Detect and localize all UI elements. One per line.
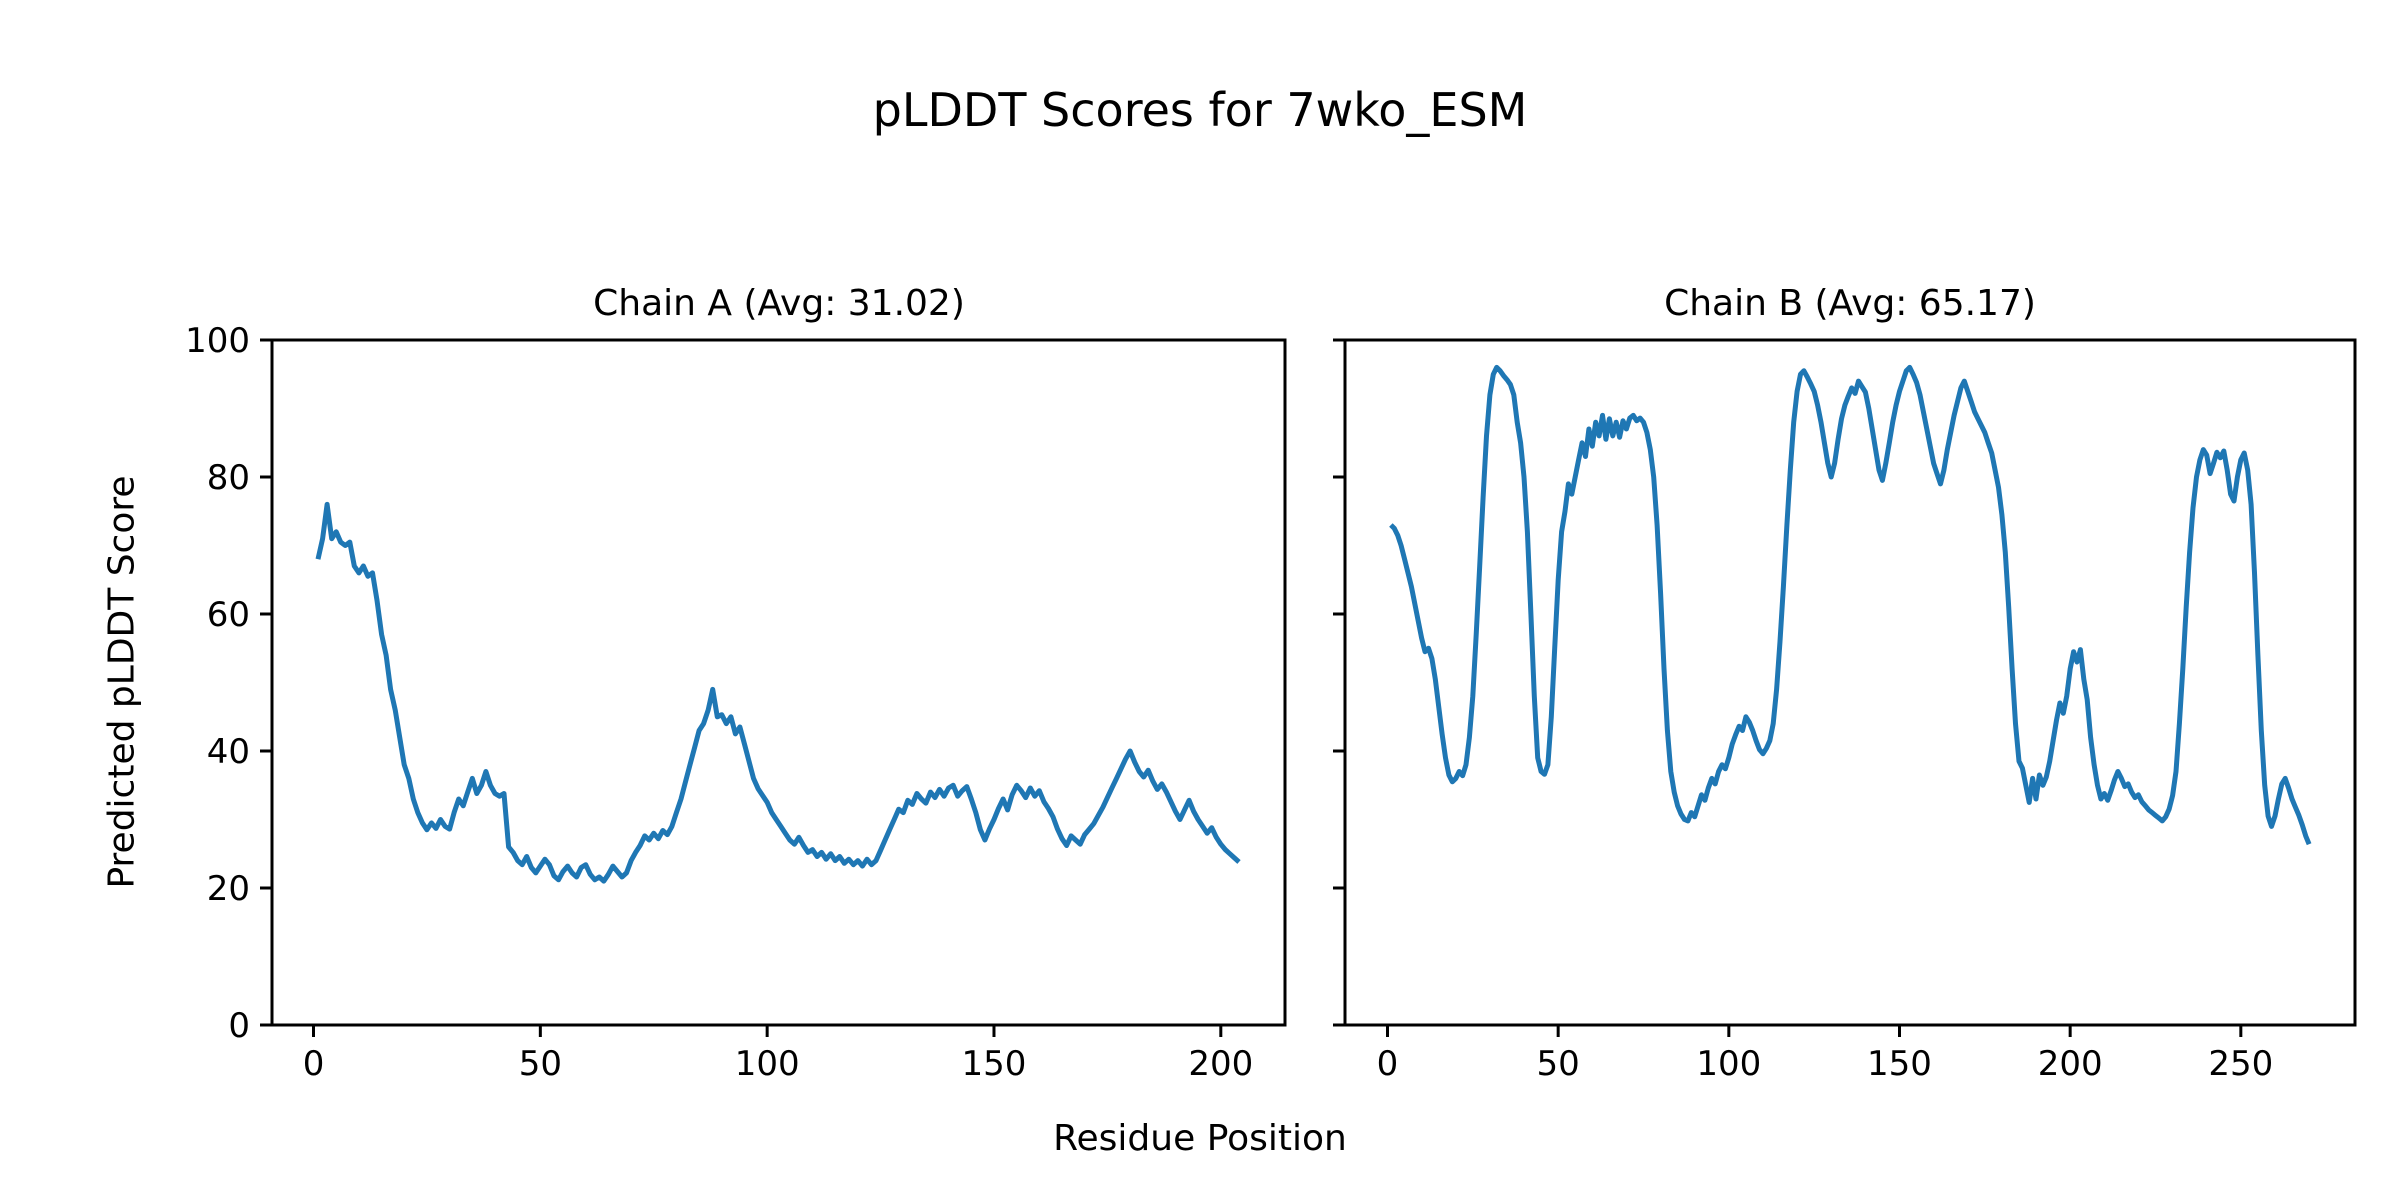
- y-tick-label: 0: [228, 1006, 250, 1046]
- x-axis-label: Residue Position: [1053, 1118, 1347, 1159]
- x-tick-label: 100: [1696, 1044, 1761, 1084]
- x-tick-label: 250: [2208, 1044, 2273, 1084]
- y-tick-label: 40: [207, 732, 250, 772]
- y-axis-label: Predicted pLDDT Score: [101, 475, 143, 889]
- plddt-line-chain-a: [315, 501, 1241, 884]
- x-tick-label: 200: [2038, 1044, 2103, 1084]
- x-tick-label: 0: [1377, 1044, 1399, 1084]
- x-tick-label: 150: [1867, 1044, 1932, 1084]
- x-tick-label: 200: [1188, 1044, 1253, 1084]
- figure-title: pLDDT Scores for 7wko_ESM: [872, 83, 1528, 137]
- plddt-line-chain-b: [1389, 364, 2312, 846]
- y-tick-label: 80: [207, 458, 250, 498]
- x-tick-label: 100: [735, 1044, 800, 1084]
- x-tick-label: 50: [1537, 1044, 1580, 1084]
- subplot-title-chain-a: Chain A (Avg: 31.02): [593, 283, 965, 324]
- y-tick-label: 20: [207, 869, 250, 909]
- axes-spines: [1343, 338, 2357, 1027]
- y-tick-label: 100: [185, 321, 250, 361]
- x-tick-label: 0: [303, 1044, 325, 1084]
- axes-spines: [270, 338, 1287, 1027]
- x-tick-label: 50: [519, 1044, 562, 1084]
- subplot-chain-b: 0 50 100 150 200 250: [1333, 338, 2357, 1084]
- subplot-title-chain-b: Chain B (Avg: 65.17): [1664, 283, 2036, 324]
- subplot-chain-a: 0 50 100 150 200 0 20 40 60 80 100: [185, 321, 1287, 1084]
- x-tick-label: 150: [962, 1044, 1027, 1084]
- y-tick-label: 60: [207, 595, 250, 635]
